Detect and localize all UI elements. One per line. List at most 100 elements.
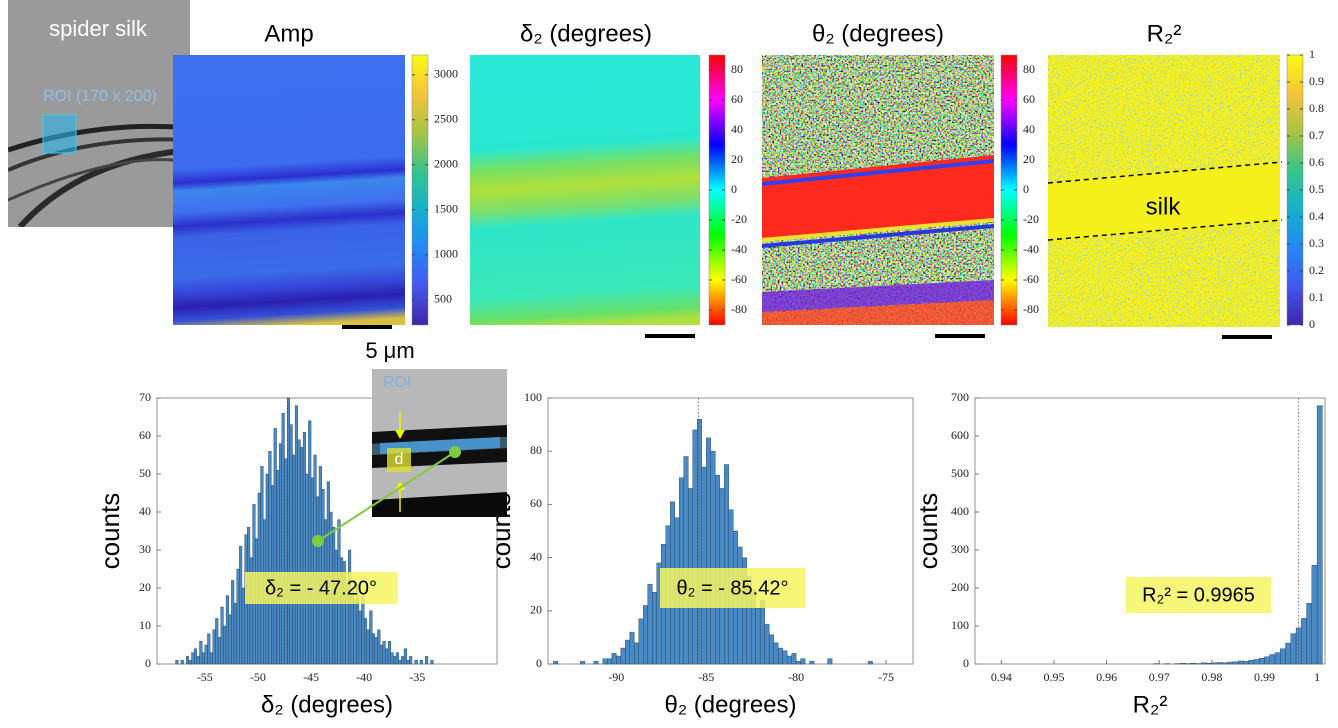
amp-map xyxy=(173,55,405,325)
histogram-bar xyxy=(310,477,314,665)
histogram-bar xyxy=(683,456,689,665)
annotation-box xyxy=(245,572,397,604)
y-tick-label: 80 xyxy=(530,443,542,457)
histogram-bar xyxy=(425,656,429,665)
colorbar-tick-label: -80 xyxy=(1023,302,1039,316)
roi-box xyxy=(42,114,77,154)
y-tick-label: 70 xyxy=(139,390,151,404)
colorbar-tick-label: -20 xyxy=(1023,212,1039,226)
histogram-bar xyxy=(701,466,707,665)
annotation: R₂² = 0.9965 xyxy=(1142,584,1255,606)
x-tick-label: -55 xyxy=(197,670,213,684)
histogram-bar xyxy=(607,658,613,665)
arrow-head xyxy=(395,481,405,490)
inset-fiber-edge xyxy=(372,492,507,517)
histogram-bar xyxy=(768,634,774,665)
y-tick-label: 700 xyxy=(951,390,969,404)
x-tick-label: 0.98 xyxy=(1201,670,1222,684)
y-tick-label: 10 xyxy=(139,618,151,632)
histogram-bar xyxy=(371,633,376,665)
histogram-bar xyxy=(366,629,370,665)
histogram-bar xyxy=(353,599,357,665)
colorbar-tick-label: 60 xyxy=(731,92,743,106)
histogram-bar xyxy=(390,652,394,665)
histogram-bar xyxy=(223,625,227,665)
colorbar-tick-label: 0.1 xyxy=(1309,290,1324,304)
silk-photo xyxy=(8,0,190,227)
x-tick-label: -45 xyxy=(303,670,319,684)
histogram-bar xyxy=(217,637,221,665)
histogram-bar xyxy=(1306,603,1313,665)
map-title: θ₂ (degrees) xyxy=(812,20,944,47)
histogram-bar xyxy=(827,658,833,665)
histogram-bar xyxy=(616,655,622,665)
colorbar-tick-label: 500 xyxy=(434,292,452,306)
silk-edge xyxy=(1047,161,1283,184)
annotation-box xyxy=(660,568,805,608)
histogram-bar xyxy=(1316,405,1323,665)
inset-marker: d xyxy=(395,451,404,468)
y-tick-label: 0 xyxy=(145,656,151,670)
colorbar-tick-label: 3000 xyxy=(434,67,458,81)
x-tick-label: -40 xyxy=(356,670,372,684)
y-tick-label: 40 xyxy=(530,549,542,563)
colorbar-tick-label: 0.3 xyxy=(1309,236,1324,250)
x-tick-label: -85 xyxy=(698,670,714,684)
plot-area xyxy=(974,397,1326,665)
colorbar xyxy=(411,54,429,326)
histogram-bar xyxy=(1243,661,1249,665)
y-tick-label: 300 xyxy=(951,542,969,556)
histogram-bar xyxy=(419,660,423,665)
histogram-bar xyxy=(300,447,304,665)
histogram-bar xyxy=(188,660,192,665)
x-tick-label: 0.99 xyxy=(1254,670,1275,684)
x-axis-label: θ₂ (degrees) xyxy=(664,691,796,718)
histogram-bar xyxy=(204,644,208,665)
colorbar-tick-label: 1 xyxy=(1309,47,1315,61)
histogram-bar xyxy=(1248,660,1255,665)
histogram-bar xyxy=(241,587,245,665)
histogram-bar xyxy=(236,568,240,665)
x-tick-label: 0.97 xyxy=(1149,670,1170,684)
colorbar-tick-label: 0.6 xyxy=(1309,155,1324,169)
scale-bar-label: 5 μm xyxy=(365,338,414,363)
y-tick-label: 500 xyxy=(951,466,969,480)
histogram-bar xyxy=(1285,642,1291,665)
histogram-bar xyxy=(220,606,224,665)
colorbar-tick-label: 0 xyxy=(1309,317,1315,331)
histogram-bar xyxy=(284,458,288,665)
histogram-bar xyxy=(430,660,434,665)
histogram-bar xyxy=(265,473,269,665)
histogram-bar xyxy=(196,656,200,665)
histogram-bar xyxy=(361,595,365,665)
y-tick-label: 50 xyxy=(139,466,151,480)
histogram-bar xyxy=(1264,656,1270,665)
histogram-bar xyxy=(201,652,206,665)
histogram-bar xyxy=(1301,618,1307,665)
histogram-bar xyxy=(593,661,599,665)
histogram-bar xyxy=(1232,661,1239,665)
y-tick-label: 600 xyxy=(951,428,969,442)
silk-label: silk xyxy=(1146,193,1182,220)
marker-box xyxy=(387,448,411,472)
y-tick-label: 100 xyxy=(951,618,969,632)
x-tick-label: -90 xyxy=(608,670,624,684)
theta-stripe xyxy=(762,280,994,312)
histogram-bar xyxy=(1216,662,1223,665)
histogram-bar xyxy=(1290,633,1297,665)
histogram-bar xyxy=(773,642,779,665)
x-tick-label: -35 xyxy=(409,670,425,684)
histogram-bar xyxy=(191,652,195,665)
colorbar-tick-label: 0.5 xyxy=(1309,182,1324,196)
histogram-bar xyxy=(215,618,219,665)
histogram-bar xyxy=(363,618,368,665)
histogram-bar xyxy=(647,584,653,665)
colorbar-tick-label: 40 xyxy=(1023,122,1035,136)
histogram-bar xyxy=(1222,662,1228,665)
y-tick-label: 60 xyxy=(139,428,151,442)
histogram-bar xyxy=(1237,660,1244,665)
y-tick-label: 30 xyxy=(139,542,151,556)
histogram-bar xyxy=(398,660,402,665)
theta-stripe xyxy=(762,218,994,242)
histogram-bar xyxy=(629,631,635,665)
